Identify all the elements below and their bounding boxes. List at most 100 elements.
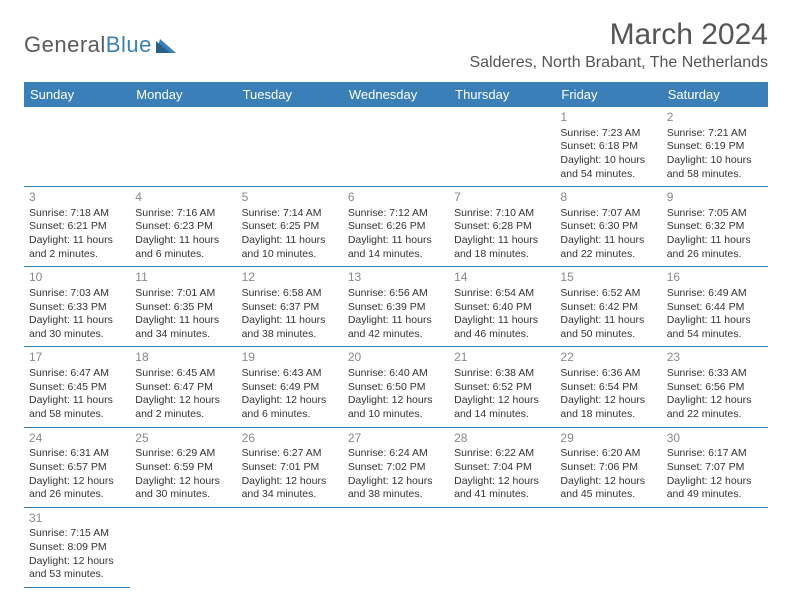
sunrise-text: Sunrise: 7:14 AM bbox=[242, 207, 338, 221]
logo-text-2: Blue bbox=[106, 32, 152, 57]
sunrise-text: Sunrise: 6:52 AM bbox=[560, 287, 656, 301]
sunrise-text: Sunrise: 6:47 AM bbox=[29, 367, 125, 381]
sunset-text: Sunset: 6:40 PM bbox=[454, 301, 550, 315]
daylight-text: Daylight: 12 hours and 45 minutes. bbox=[560, 475, 656, 502]
calendar-cell bbox=[343, 107, 449, 187]
sunset-text: Sunset: 6:33 PM bbox=[29, 301, 125, 315]
day-number: 25 bbox=[135, 431, 231, 447]
calendar-cell: 21Sunrise: 6:38 AMSunset: 6:52 PMDayligh… bbox=[449, 347, 555, 427]
daylight-text: Daylight: 12 hours and 30 minutes. bbox=[135, 475, 231, 502]
daylight-text: Daylight: 11 hours and 26 minutes. bbox=[667, 234, 763, 261]
sunset-text: Sunset: 7:02 PM bbox=[348, 461, 444, 475]
weekday-header: Sunday bbox=[24, 82, 130, 107]
day-number: 2 bbox=[667, 110, 763, 126]
calendar-head: SundayMondayTuesdayWednesdayThursdayFrid… bbox=[24, 82, 768, 107]
sunset-text: Sunset: 8:09 PM bbox=[29, 541, 125, 555]
day-number: 7 bbox=[454, 190, 550, 206]
day-number: 19 bbox=[242, 350, 338, 366]
calendar-cell: 26Sunrise: 6:27 AMSunset: 7:01 PMDayligh… bbox=[237, 427, 343, 507]
calendar-row: 1Sunrise: 7:23 AMSunset: 6:18 PMDaylight… bbox=[24, 107, 768, 187]
calendar-cell: 17Sunrise: 6:47 AMSunset: 6:45 PMDayligh… bbox=[24, 347, 130, 427]
sunset-text: Sunset: 6:30 PM bbox=[560, 220, 656, 234]
sunset-text: Sunset: 6:49 PM bbox=[242, 381, 338, 395]
weekday-header: Saturday bbox=[662, 82, 768, 107]
daylight-text: Daylight: 11 hours and 38 minutes. bbox=[242, 314, 338, 341]
sunset-text: Sunset: 6:57 PM bbox=[29, 461, 125, 475]
sunset-text: Sunset: 6:45 PM bbox=[29, 381, 125, 395]
daylight-text: Daylight: 11 hours and 22 minutes. bbox=[560, 234, 656, 261]
calendar-cell bbox=[130, 107, 236, 187]
daylight-text: Daylight: 11 hours and 14 minutes. bbox=[348, 234, 444, 261]
day-number: 31 bbox=[29, 511, 125, 527]
sunrise-text: Sunrise: 6:58 AM bbox=[242, 287, 338, 301]
weekday-header: Friday bbox=[555, 82, 661, 107]
calendar-cell: 8Sunrise: 7:07 AMSunset: 6:30 PMDaylight… bbox=[555, 187, 661, 267]
calendar-cell: 16Sunrise: 6:49 AMSunset: 6:44 PMDayligh… bbox=[662, 267, 768, 347]
calendar-cell bbox=[24, 107, 130, 187]
day-number: 17 bbox=[29, 350, 125, 366]
day-number: 11 bbox=[135, 270, 231, 286]
weekday-header: Thursday bbox=[449, 82, 555, 107]
sunset-text: Sunset: 6:23 PM bbox=[135, 220, 231, 234]
calendar-body: 1Sunrise: 7:23 AMSunset: 6:18 PMDaylight… bbox=[24, 107, 768, 587]
sunset-text: Sunset: 6:44 PM bbox=[667, 301, 763, 315]
calendar-cell: 5Sunrise: 7:14 AMSunset: 6:25 PMDaylight… bbox=[237, 187, 343, 267]
sunrise-text: Sunrise: 7:16 AM bbox=[135, 207, 231, 221]
calendar-row: 24Sunrise: 6:31 AMSunset: 6:57 PMDayligh… bbox=[24, 427, 768, 507]
sunset-text: Sunset: 6:32 PM bbox=[667, 220, 763, 234]
calendar-cell: 14Sunrise: 6:54 AMSunset: 6:40 PMDayligh… bbox=[449, 267, 555, 347]
sunset-text: Sunset: 6:28 PM bbox=[454, 220, 550, 234]
daylight-text: Daylight: 11 hours and 2 minutes. bbox=[29, 234, 125, 261]
weekday-header: Tuesday bbox=[237, 82, 343, 107]
day-number: 1 bbox=[560, 110, 656, 126]
sunrise-text: Sunrise: 6:56 AM bbox=[348, 287, 444, 301]
daylight-text: Daylight: 11 hours and 30 minutes. bbox=[29, 314, 125, 341]
calendar-cell bbox=[130, 507, 236, 587]
day-number: 20 bbox=[348, 350, 444, 366]
day-number: 10 bbox=[29, 270, 125, 286]
calendar-cell: 28Sunrise: 6:22 AMSunset: 7:04 PMDayligh… bbox=[449, 427, 555, 507]
daylight-text: Daylight: 12 hours and 2 minutes. bbox=[135, 394, 231, 421]
sunrise-text: Sunrise: 6:22 AM bbox=[454, 447, 550, 461]
day-number: 24 bbox=[29, 431, 125, 447]
calendar-cell bbox=[343, 507, 449, 587]
weekday-header: Monday bbox=[130, 82, 236, 107]
sunset-text: Sunset: 7:07 PM bbox=[667, 461, 763, 475]
sunset-text: Sunset: 6:47 PM bbox=[135, 381, 231, 395]
weekday-header: Wednesday bbox=[343, 82, 449, 107]
day-number: 12 bbox=[242, 270, 338, 286]
calendar-cell bbox=[449, 107, 555, 187]
day-number: 6 bbox=[348, 190, 444, 206]
calendar-cell bbox=[237, 107, 343, 187]
day-number: 27 bbox=[348, 431, 444, 447]
sunset-text: Sunset: 6:26 PM bbox=[348, 220, 444, 234]
sunset-text: Sunset: 6:42 PM bbox=[560, 301, 656, 315]
calendar-cell: 27Sunrise: 6:24 AMSunset: 7:02 PMDayligh… bbox=[343, 427, 449, 507]
sunrise-text: Sunrise: 6:54 AM bbox=[454, 287, 550, 301]
day-number: 15 bbox=[560, 270, 656, 286]
calendar-cell: 20Sunrise: 6:40 AMSunset: 6:50 PMDayligh… bbox=[343, 347, 449, 427]
header: GeneralBlue March 2024 Salderes, North B… bbox=[24, 18, 768, 72]
sunrise-text: Sunrise: 6:38 AM bbox=[454, 367, 550, 381]
daylight-text: Daylight: 12 hours and 41 minutes. bbox=[454, 475, 550, 502]
day-number: 30 bbox=[667, 431, 763, 447]
calendar-cell: 13Sunrise: 6:56 AMSunset: 6:39 PMDayligh… bbox=[343, 267, 449, 347]
sunrise-text: Sunrise: 6:17 AM bbox=[667, 447, 763, 461]
calendar-cell: 3Sunrise: 7:18 AMSunset: 6:21 PMDaylight… bbox=[24, 187, 130, 267]
calendar-row: 31Sunrise: 7:15 AMSunset: 8:09 PMDayligh… bbox=[24, 507, 768, 587]
calendar-cell: 9Sunrise: 7:05 AMSunset: 6:32 PMDaylight… bbox=[662, 187, 768, 267]
daylight-text: Daylight: 12 hours and 53 minutes. bbox=[29, 555, 125, 582]
calendar-cell: 31Sunrise: 7:15 AMSunset: 8:09 PMDayligh… bbox=[24, 507, 130, 587]
calendar-cell: 23Sunrise: 6:33 AMSunset: 6:56 PMDayligh… bbox=[662, 347, 768, 427]
daylight-text: Daylight: 12 hours and 10 minutes. bbox=[348, 394, 444, 421]
day-number: 16 bbox=[667, 270, 763, 286]
calendar-cell: 30Sunrise: 6:17 AMSunset: 7:07 PMDayligh… bbox=[662, 427, 768, 507]
sunrise-text: Sunrise: 6:40 AM bbox=[348, 367, 444, 381]
calendar-cell: 24Sunrise: 6:31 AMSunset: 6:57 PMDayligh… bbox=[24, 427, 130, 507]
sunrise-text: Sunrise: 7:05 AM bbox=[667, 207, 763, 221]
calendar-cell: 2Sunrise: 7:21 AMSunset: 6:19 PMDaylight… bbox=[662, 107, 768, 187]
sunrise-text: Sunrise: 6:29 AM bbox=[135, 447, 231, 461]
sunset-text: Sunset: 6:50 PM bbox=[348, 381, 444, 395]
logo-text-1: General bbox=[24, 32, 106, 57]
logo-flag-icon bbox=[156, 37, 176, 53]
